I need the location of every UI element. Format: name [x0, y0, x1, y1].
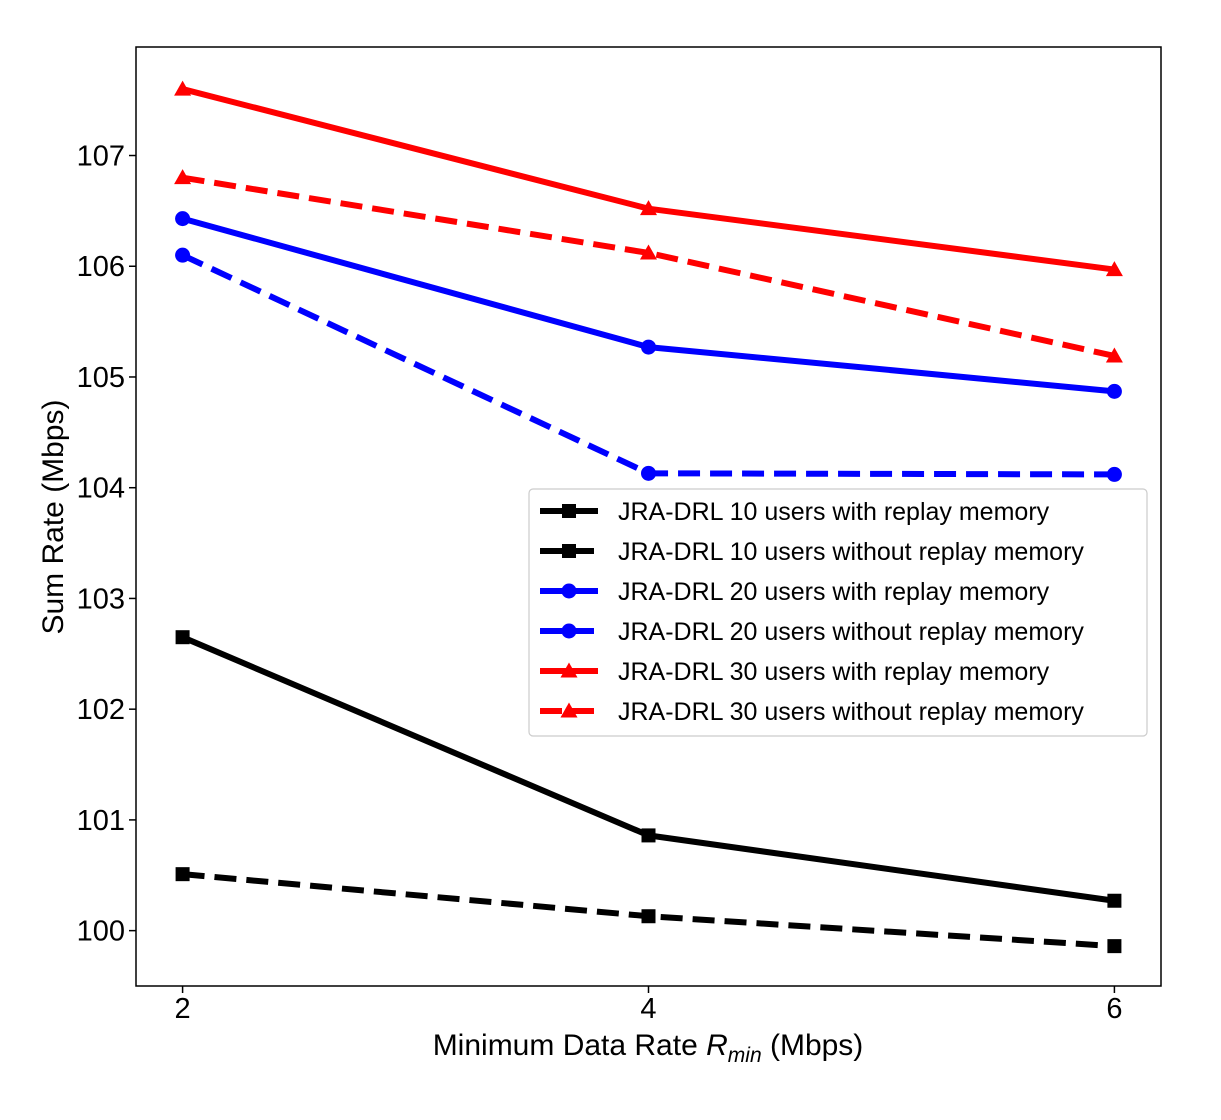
series-3 — [175, 211, 1122, 399]
legend-entry-5: JRA-DRL 30 users with replay memory — [540, 658, 1050, 686]
legend-box — [528, 488, 1148, 737]
data-point — [175, 211, 191, 227]
data-point — [1107, 939, 1122, 954]
legend-label: JRA-DRL 30 users with replay memory — [618, 658, 1050, 686]
y-tick-label: 106 — [77, 251, 125, 283]
data-point — [174, 80, 192, 96]
data-point — [641, 339, 656, 355]
legend-label: JRA-DRL 30 users without replay memory — [618, 698, 1084, 726]
x-tick-label: 2 — [175, 993, 191, 1025]
legend-swatch-marker — [561, 583, 577, 599]
legend-label: JRA-DRL 20 users without replay memory — [618, 618, 1084, 646]
y-axis: 100 101 102 103 104 105 106 107 — [77, 141, 136, 948]
data-point — [175, 867, 190, 882]
data-point — [641, 909, 656, 924]
data-point — [641, 465, 656, 481]
data-point — [1107, 893, 1122, 908]
y-tick-label: 101 — [77, 805, 125, 837]
legend-entry-1: JRA-DRL 10 users with replay memory — [540, 498, 1050, 526]
data-point — [175, 247, 191, 263]
data-point — [175, 630, 190, 645]
data-point — [1105, 261, 1123, 277]
series-6 — [174, 169, 1123, 363]
series-4 — [175, 247, 1122, 482]
y-tick-label: 100 — [77, 916, 125, 948]
legend-label: JRA-DRL 10 users without replay memory — [618, 538, 1084, 566]
legend-swatch-marker — [562, 544, 576, 558]
legend-swatch-marker — [560, 702, 578, 718]
x-tick-label: 6 — [1106, 993, 1122, 1025]
series-1 — [175, 630, 1122, 908]
legend: JRA-DRL 10 users with replay memory JRA-D… — [528, 488, 1148, 737]
legend-entry-3: JRA-DRL 20 users with replay memory — [540, 578, 1050, 606]
series-layer — [174, 80, 1123, 954]
data-point — [1106, 383, 1122, 399]
legend-swatch-marker — [561, 623, 577, 639]
x-axis: 2 4 6 — [175, 986, 1122, 1025]
legend-swatch-marker — [560, 662, 578, 678]
y-tick-label: 102 — [77, 694, 125, 726]
x-tick-label: 4 — [640, 993, 656, 1025]
data-point — [641, 828, 656, 843]
data-point — [174, 169, 192, 185]
legend-label: JRA-DRL 20 users with replay memory — [618, 578, 1050, 606]
x-axis-label: Minimum Data Rate Rmin (Mbps) — [433, 1029, 864, 1067]
legend-swatch-marker — [562, 504, 576, 518]
legend-entry-2: JRA-DRL 10 users without replay memory — [540, 538, 1084, 566]
legend-label: JRA-DRL 10 users with replay memory — [618, 498, 1050, 526]
data-point — [640, 200, 657, 216]
series-5 — [174, 80, 1123, 277]
y-tick-label: 107 — [77, 141, 125, 173]
y-axis-label: Sum Rate (Mbps) — [37, 399, 70, 634]
legend-entry-6: JRA-DRL 30 users without replay memory — [540, 698, 1084, 726]
series-2 — [175, 867, 1122, 954]
y-tick-label: 104 — [77, 473, 125, 505]
data-point — [640, 244, 657, 260]
data-point — [1106, 466, 1122, 482]
legend-entry-4: JRA-DRL 20 users without replay memory — [540, 618, 1084, 646]
y-tick-label: 105 — [77, 362, 125, 394]
y-tick-label: 103 — [77, 583, 125, 615]
data-point — [1105, 347, 1123, 363]
